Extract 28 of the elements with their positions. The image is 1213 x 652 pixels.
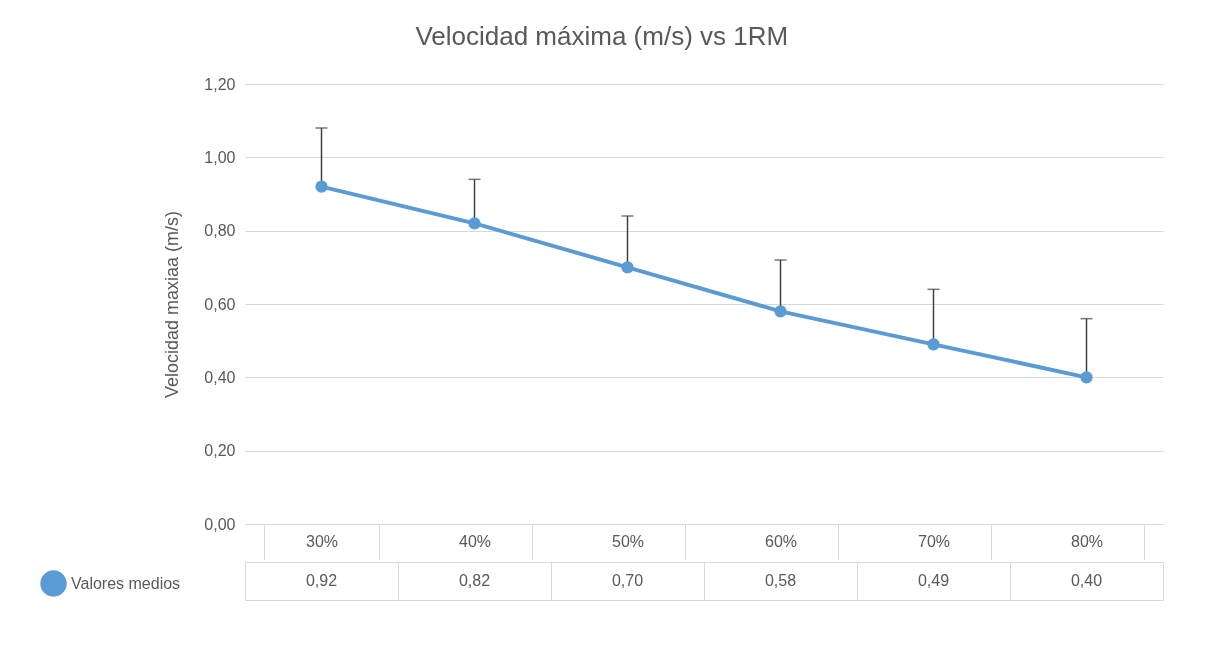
point [927, 338, 940, 351]
x-tick-label: 40% [458, 532, 492, 550]
data-label: 0,49 [917, 572, 950, 589]
x-tick-label: 80% [1070, 532, 1104, 550]
y-tick-label: 0,60 [204, 295, 236, 313]
point [468, 217, 481, 230]
y-tick-label: 1,20 [204, 75, 236, 93]
y-tick-label: 0,40 [204, 368, 236, 386]
chart-title: Velocidad máxima (m/s) vs 1RM [415, 21, 789, 51]
y-tick-label: 0,00 [204, 515, 236, 533]
data-label: 0,82 [458, 572, 491, 589]
x-tick-label: 50% [611, 532, 645, 550]
legend-label: Valores medios [71, 574, 181, 592]
x-tick-label: 60% [764, 532, 798, 550]
point [1080, 371, 1093, 384]
data-label: 0,92 [305, 572, 338, 589]
data-label: 0,70 [611, 572, 644, 589]
y-tick-label: 0,80 [204, 222, 236, 240]
x-tick-label: 30% [305, 532, 339, 550]
point [315, 180, 328, 193]
data-label: 0,40 [1070, 572, 1103, 589]
y-tick-label: 0,20 [204, 442, 236, 460]
y-tick-label: 1,00 [204, 148, 236, 166]
data-label: 0,58 [764, 572, 797, 589]
point [774, 305, 787, 318]
x-tick-label: 70% [917, 532, 951, 550]
y-axis-title: Velocidad maxiaa (m/s) [162, 210, 183, 399]
point [621, 261, 634, 274]
